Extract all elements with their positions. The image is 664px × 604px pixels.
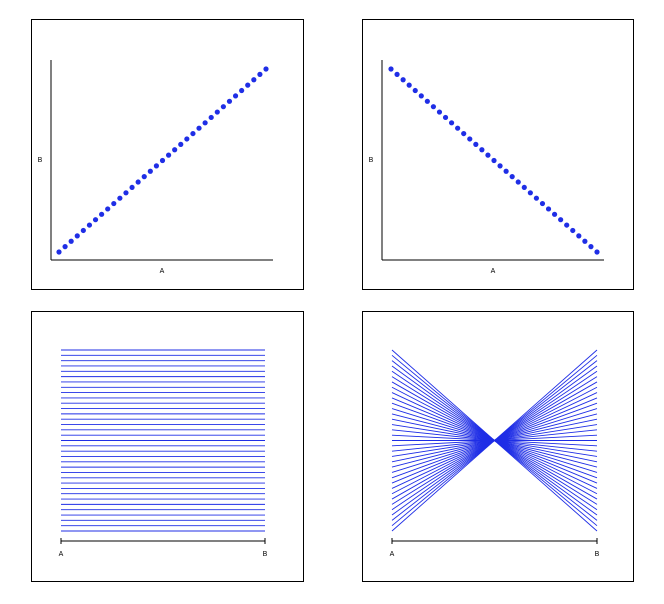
scatter-point [406, 82, 412, 88]
scatter-point [551, 211, 558, 217]
scatter-point [99, 211, 105, 217]
panel-frame [362, 19, 634, 290]
scatter-point [56, 249, 62, 255]
scatter-point [178, 141, 184, 147]
scatter-point [533, 195, 540, 201]
scatter-point [226, 98, 233, 104]
scatter-point [430, 104, 437, 110]
scatter-point [62, 244, 68, 250]
y-axis-label: B [369, 157, 374, 164]
scatter-point [564, 222, 570, 228]
scatter-point [117, 195, 123, 201]
scatter-point [491, 157, 497, 164]
y-axis-label: B [38, 157, 43, 164]
scatter-point [473, 141, 479, 147]
scatter-point [582, 238, 588, 244]
scatter-point [497, 163, 503, 169]
scatter-point [442, 114, 449, 121]
scatter-point [165, 152, 172, 158]
scatter-point [172, 147, 178, 153]
scatter-point [74, 233, 80, 239]
scatter-point [479, 147, 485, 153]
scatter-point [515, 179, 521, 185]
scatter-point [239, 87, 245, 94]
scatter-point [412, 87, 418, 94]
scatter-point [436, 109, 443, 115]
scatter-point [509, 174, 515, 180]
chart-panel-2: AB [362, 19, 634, 290]
panel-frame [31, 311, 304, 582]
scatter-point [594, 249, 600, 255]
panel-frame [31, 19, 304, 290]
scatter-point [208, 114, 214, 121]
scatter-point [202, 120, 208, 126]
scatter-point [92, 217, 99, 223]
x-axis-label: A [491, 268, 496, 275]
scatter-point [123, 190, 129, 196]
scatter-point [418, 93, 424, 99]
scatter-point [105, 206, 111, 212]
x-axis-label: A [160, 268, 165, 275]
scatter-point [196, 125, 202, 131]
scatter-point [545, 206, 552, 212]
scatter-point [214, 109, 220, 115]
scatter-point [86, 222, 93, 228]
scatter-point [184, 136, 190, 142]
scatter-point [467, 136, 473, 142]
scatter-point [141, 174, 147, 180]
scatter-point [159, 157, 166, 164]
scatter-point [558, 217, 564, 223]
axis-label-a: A [59, 551, 64, 558]
axis-label-b: B [263, 551, 268, 558]
scatter-point [232, 93, 239, 99]
scatter-point [455, 125, 461, 131]
scatter-point [503, 168, 509, 174]
axis-label-a: A [390, 551, 395, 558]
scatter-point [135, 179, 141, 185]
axis-label-b: B [595, 551, 600, 558]
scatter-point [394, 71, 400, 77]
series-line [391, 349, 598, 532]
chart-panel-1: AB [31, 19, 304, 290]
panel-frame [362, 311, 634, 582]
scatter-point [257, 71, 263, 77]
scatter-point [80, 227, 86, 234]
scatter-point [400, 77, 406, 83]
scatter-point [521, 184, 527, 191]
scatter-point [485, 152, 491, 158]
scatter-point [153, 163, 160, 169]
scatter-point [576, 233, 582, 239]
scatter-point [588, 244, 594, 250]
scatter-point [424, 98, 430, 104]
scatter-point [68, 238, 74, 244]
scatter-point [129, 184, 135, 191]
scatter-point [147, 168, 153, 174]
scatter-point [570, 227, 576, 234]
scatter-point [388, 66, 394, 72]
scatter-point [245, 82, 251, 88]
scatter-point [263, 66, 269, 72]
scatter-point [251, 77, 257, 83]
scatter-point [220, 104, 226, 110]
scatter-point [190, 130, 196, 137]
scatter-point [539, 200, 546, 207]
scatter-point [448, 120, 455, 126]
scatter-point [111, 200, 117, 207]
scatter-point [461, 130, 467, 137]
scatter-point [527, 190, 533, 196]
